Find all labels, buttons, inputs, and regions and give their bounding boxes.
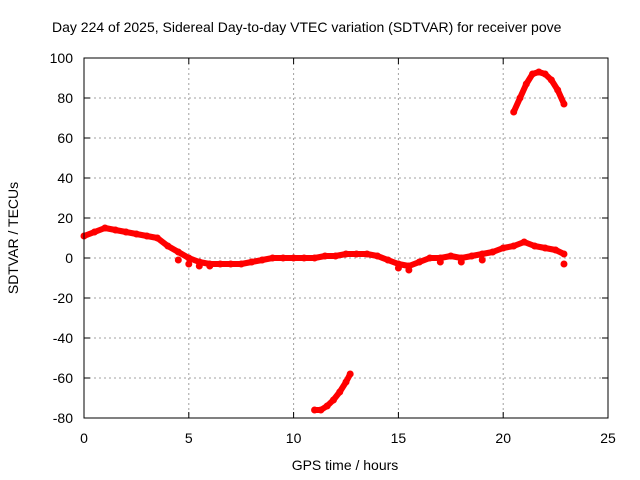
y-tick-label: -80 — [53, 410, 73, 426]
data-point — [323, 402, 331, 410]
data-point — [560, 250, 568, 258]
data-point — [279, 254, 287, 262]
data-point — [510, 242, 518, 250]
data-point — [227, 260, 235, 268]
data-point — [522, 80, 530, 88]
y-tick-label: 100 — [50, 50, 74, 66]
data-point — [373, 252, 381, 260]
data-point — [248, 258, 256, 266]
data-point — [185, 254, 193, 262]
series-3 — [510, 68, 568, 116]
data-point — [174, 248, 182, 256]
y-tick-label: 80 — [57, 90, 73, 106]
data-point — [164, 242, 172, 250]
data-point — [90, 228, 98, 236]
data-point — [258, 256, 266, 264]
data-point — [101, 224, 109, 232]
data-point — [541, 244, 549, 252]
data-point — [552, 246, 560, 254]
data-point — [529, 70, 537, 78]
x-tick-label: 15 — [391, 430, 407, 446]
data-point — [415, 258, 423, 266]
chart-title: Day 224 of 2025, Sidereal Day-to-day VTE… — [52, 19, 562, 35]
y-tick-label: 60 — [57, 130, 73, 146]
data-point — [216, 260, 224, 268]
data-series — [80, 68, 568, 414]
data-point — [153, 234, 161, 242]
data-point — [560, 260, 568, 268]
data-point — [516, 94, 524, 102]
data-point — [547, 76, 555, 84]
data-point — [311, 254, 319, 262]
series-2 — [311, 370, 354, 414]
data-point — [499, 244, 507, 252]
data-point — [560, 100, 568, 108]
data-point — [111, 226, 119, 234]
plot-frame — [83, 57, 609, 419]
x-tick-label: 0 — [80, 430, 88, 446]
x-axis-label: GPS time / hours — [292, 457, 399, 473]
data-point — [132, 230, 140, 238]
data-point — [535, 68, 543, 76]
x-tick-label: 20 — [495, 430, 511, 446]
data-point — [237, 260, 245, 268]
data-point — [321, 252, 329, 260]
data-point — [122, 228, 130, 236]
data-point — [342, 378, 350, 386]
y-axis-label: SDTVAR / TECUs — [5, 182, 21, 294]
y-tick-label: -20 — [53, 290, 73, 306]
data-point — [317, 406, 325, 414]
data-point — [185, 260, 193, 268]
data-point — [489, 248, 497, 256]
data-point — [457, 258, 465, 266]
data-point — [478, 256, 486, 264]
data-point — [346, 370, 354, 378]
data-point — [384, 256, 392, 264]
data-point — [332, 252, 340, 260]
data-point — [426, 254, 434, 262]
data-point — [195, 262, 203, 270]
data-point — [447, 252, 455, 260]
data-point — [300, 254, 308, 262]
y-tick-label: -40 — [53, 330, 73, 346]
data-point — [554, 86, 562, 94]
data-point — [520, 238, 528, 246]
y-tick-label: 0 — [65, 250, 73, 266]
x-tick-label: 25 — [600, 430, 616, 446]
data-point — [531, 242, 539, 250]
data-point — [269, 254, 277, 262]
data-point — [174, 256, 182, 264]
x-tick-label: 5 — [185, 430, 193, 446]
data-point — [290, 254, 298, 262]
data-point — [311, 406, 319, 414]
data-point — [206, 262, 214, 270]
data-point — [405, 266, 413, 274]
data-point — [329, 396, 337, 404]
data-point — [510, 108, 518, 116]
data-point — [363, 250, 371, 258]
data-point — [478, 250, 486, 258]
grid-lines — [84, 58, 608, 418]
data-point — [468, 252, 476, 260]
y-tick-label: 40 — [57, 170, 73, 186]
data-point — [342, 250, 350, 258]
x-tick-label: 10 — [286, 430, 302, 446]
y-tick-label: -60 — [53, 370, 73, 386]
series-1 — [174, 256, 568, 274]
y-tick-label: 20 — [57, 210, 73, 226]
data-point — [336, 388, 344, 396]
data-point — [394, 264, 402, 272]
data-point — [143, 232, 151, 240]
data-point — [541, 70, 549, 78]
axis-ticks: 0 5 10 15 20 25 -80 -60 -40 -20 0 20 40 60 80 100 — [50, 50, 616, 446]
data-point — [352, 250, 360, 258]
data-point — [436, 258, 444, 266]
